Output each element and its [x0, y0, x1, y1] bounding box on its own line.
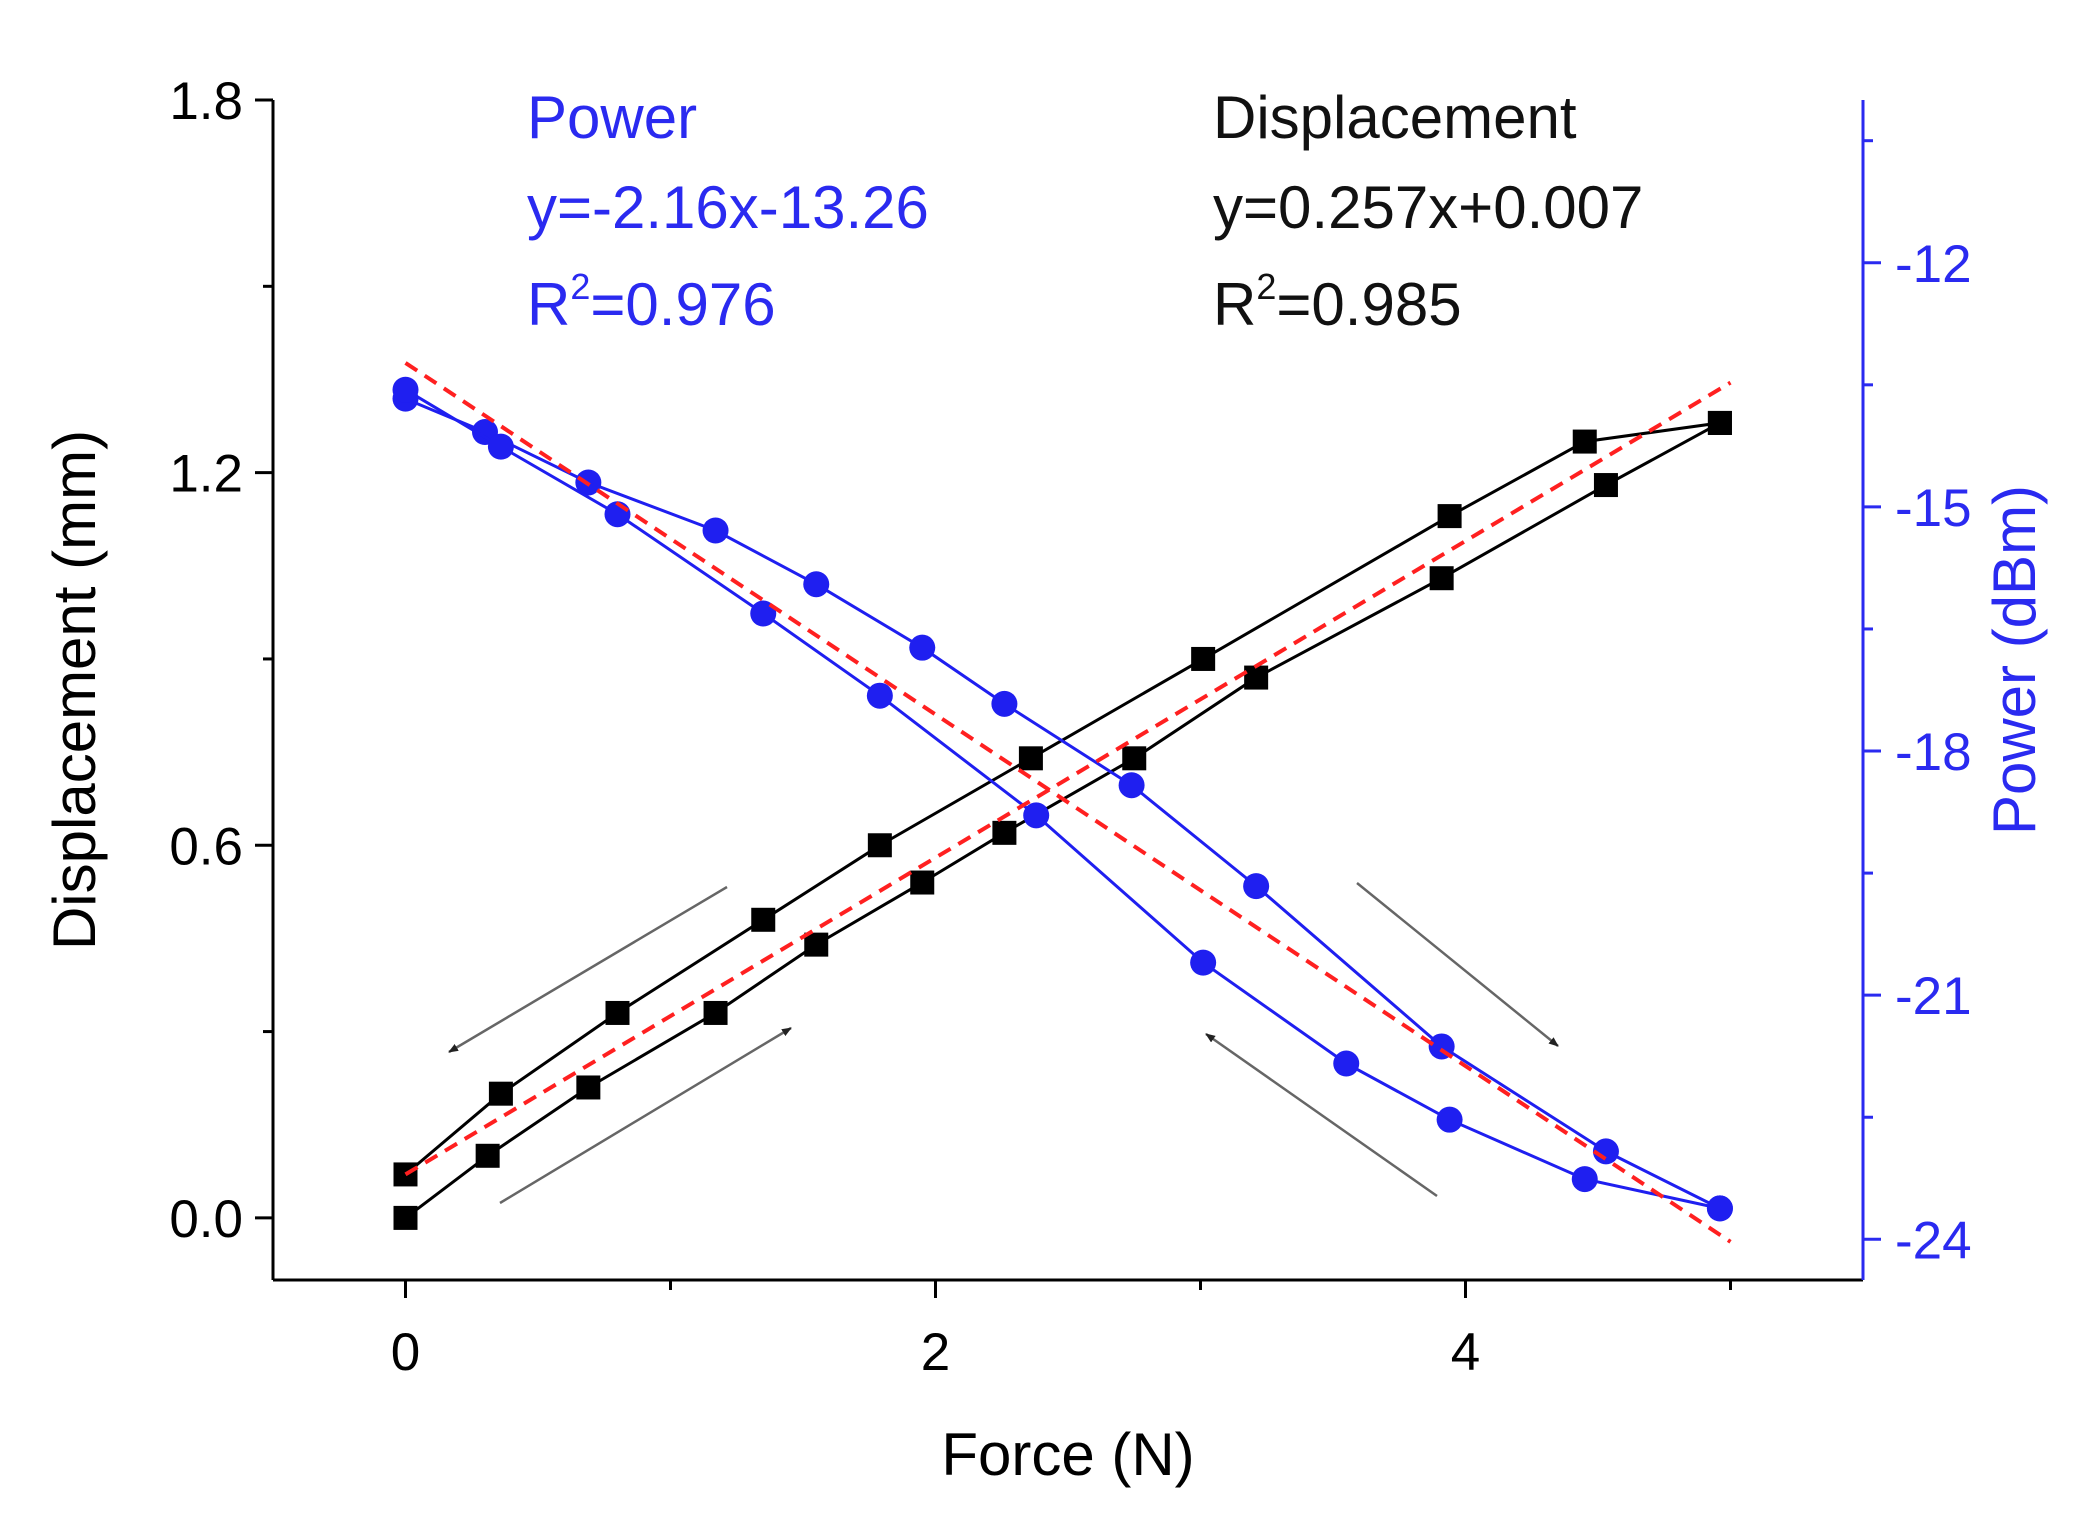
y-tick-label: 0.6	[169, 817, 243, 876]
data-point	[1118, 772, 1145, 799]
data-point	[1244, 665, 1269, 690]
data-point	[703, 1000, 728, 1025]
data-point	[1429, 566, 1454, 591]
x-tick-label: 0	[391, 1323, 420, 1382]
annotation: y=-2.16x-13.26	[527, 174, 929, 241]
y-tick-label: 0.0	[169, 1190, 243, 1249]
data-point	[1436, 1106, 1463, 1133]
annotation-text: =0.985	[1276, 271, 1461, 338]
data-point	[1437, 504, 1462, 529]
annotation-text: y=-2.16x-13.26	[527, 174, 929, 241]
data-point	[1571, 1166, 1598, 1193]
direction-arrow	[499, 1026, 792, 1205]
fit-line	[404, 361, 1732, 1244]
annotation: Displacement	[1213, 84, 1577, 151]
annotation-sup: 2	[570, 266, 590, 307]
y2-axis-title: Power (dBm)	[1981, 485, 2048, 835]
data-point	[576, 1075, 601, 1100]
y2-tick-label: -24	[1895, 1211, 1972, 1270]
data-point	[866, 682, 893, 709]
direction-arrow	[1205, 1032, 1438, 1198]
data-point	[475, 1143, 500, 1168]
data-point	[1122, 746, 1147, 771]
annotation-sup: 2	[1256, 266, 1276, 307]
data-point	[804, 932, 829, 957]
y2-tick-label: -21	[1895, 967, 1972, 1026]
data-point	[392, 376, 419, 403]
annotation-text: R	[527, 271, 570, 338]
annotation-text: y=0.257x+0.007	[1213, 174, 1643, 241]
data-point	[702, 517, 729, 544]
annotation-text: Displacement	[1213, 84, 1577, 151]
y-tick-label: 1.2	[169, 445, 243, 504]
data-point	[750, 600, 777, 627]
y-tick-label: 1.8	[169, 72, 243, 131]
annotation-text: Power	[527, 84, 697, 151]
fit-line	[404, 380, 1732, 1177]
annotation: R2=0.976	[527, 266, 776, 338]
data-point	[1572, 429, 1597, 454]
data-point	[1707, 410, 1732, 435]
data-point	[1333, 1050, 1360, 1077]
data-point	[1191, 646, 1216, 671]
data-point	[605, 1000, 630, 1025]
direction-arrow	[448, 885, 728, 1054]
data-point	[1190, 949, 1217, 976]
data-point	[1706, 1195, 1733, 1222]
annotation: Power	[527, 84, 697, 151]
data-point	[751, 907, 776, 932]
annotation-text: R	[1213, 271, 1256, 338]
data-point	[909, 634, 936, 661]
x-axis-title: Force (N)	[941, 1421, 1194, 1488]
y2-tick-label: -15	[1895, 479, 1972, 538]
data-point	[393, 1205, 418, 1230]
data-point	[910, 870, 935, 895]
series-line	[404, 397, 1721, 1210]
data-point	[1592, 1138, 1619, 1165]
data-point	[991, 690, 1018, 717]
series-line	[404, 421, 1721, 1176]
data-point	[992, 820, 1017, 845]
data-point	[1023, 802, 1050, 829]
annotation: y=0.257x+0.007	[1213, 174, 1643, 241]
x-tick-label: 2	[921, 1323, 950, 1382]
data-point	[1243, 873, 1270, 900]
data-point	[488, 1081, 513, 1106]
data-point	[803, 571, 830, 598]
y2-tick-label: -18	[1895, 723, 1972, 782]
data-point	[487, 433, 514, 460]
data-point	[1018, 746, 1043, 771]
y-axis-title: Displacement (mm)	[41, 430, 108, 950]
series-line	[404, 421, 1721, 1220]
x-tick-label: 4	[1451, 1323, 1480, 1382]
direction-arrow	[1356, 882, 1559, 1047]
annotation-text: =0.976	[590, 271, 775, 338]
y2-tick-label: -12	[1895, 235, 1972, 294]
annotation: R2=0.985	[1213, 266, 1462, 338]
data-point	[393, 1162, 418, 1187]
data-point	[867, 833, 892, 858]
data-point	[1593, 473, 1618, 498]
